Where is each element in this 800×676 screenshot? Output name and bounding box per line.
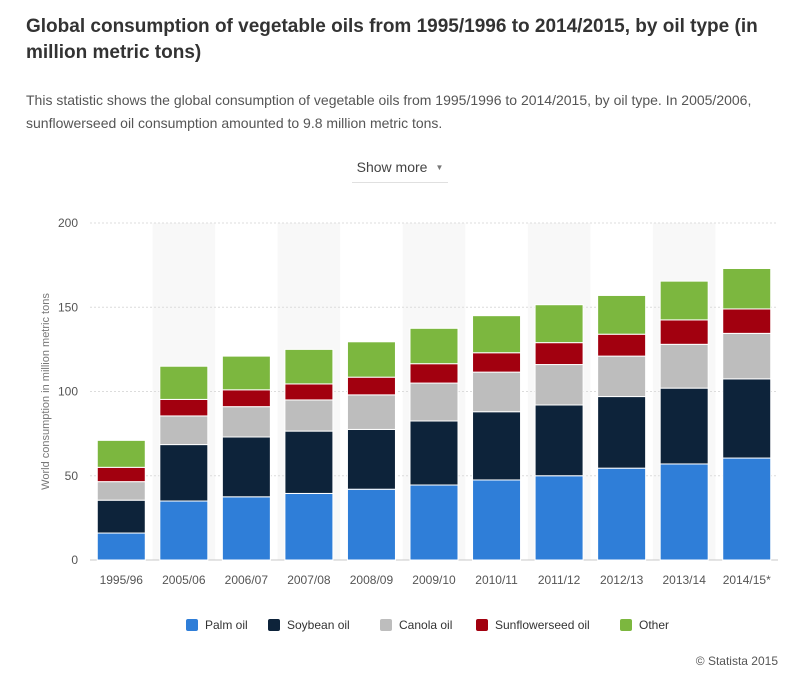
stacked-bar-chart: 0 50 100 150 200 World consumption in million… [40, 216, 778, 632]
bar-segment [96, 466, 146, 483]
bar-segment [472, 411, 522, 481]
bar-segment [597, 294, 647, 335]
bar-segment [284, 399, 334, 432]
bar-segment [597, 355, 647, 398]
bar-segment [409, 363, 459, 384]
x-tick-label: 2012/13 [600, 573, 644, 587]
legend-label: Canola oil [399, 618, 452, 632]
y-tick-label: 150 [58, 300, 78, 314]
statista-credit: © Statista 2015 [695, 654, 778, 668]
bar-segment [534, 342, 584, 366]
bar-segment [597, 396, 647, 469]
x-tick-label: 2009/10 [412, 573, 456, 587]
bar-segment [96, 532, 146, 561]
bar-segment [221, 355, 271, 391]
x-tick-label: 2008/09 [350, 573, 394, 587]
bar-segment [534, 304, 584, 344]
x-tick-label: 2007/08 [287, 573, 331, 587]
x-tick-label: 2010/11 [475, 573, 518, 587]
bar-segment [96, 499, 146, 534]
page-title: Global consumption of vegetable oils fro… [26, 16, 758, 63]
x-tick-label: 2013/14 [662, 573, 706, 587]
legend-swatch [476, 619, 488, 631]
bar-segment [597, 467, 647, 561]
legend-swatch [620, 619, 632, 631]
bar-segment [722, 378, 772, 459]
bar-segment [722, 457, 772, 561]
bar-segment [409, 420, 459, 486]
bar-segment [346, 488, 396, 561]
legend-label: Other [639, 618, 669, 632]
bar-segment [346, 376, 396, 396]
bar-segment [472, 479, 522, 561]
bar-segment [534, 364, 584, 406]
show-more-label: Show more [356, 159, 428, 175]
bar-segment [722, 267, 772, 310]
bar-segment [159, 398, 209, 417]
y-tick-label: 50 [65, 469, 79, 483]
bar-segment [221, 436, 271, 498]
bar-segment [346, 341, 396, 378]
bar-segment [534, 475, 584, 561]
bar-segment [284, 348, 334, 385]
chevron-down-icon: ▼ [435, 162, 444, 172]
y-tick-label: 100 [58, 385, 78, 399]
legend-swatch [186, 619, 198, 631]
bar-segment [159, 415, 209, 446]
x-tick-label: 2006/07 [225, 573, 269, 587]
bar-segment [597, 333, 647, 357]
bar-segment [346, 428, 396, 490]
bar-segment [159, 365, 209, 400]
x-tick-label: 2011/12 [538, 573, 581, 587]
y-axis-title: World consumption in million metric tons [40, 293, 52, 490]
y-tick-label: 0 [71, 553, 78, 567]
bar-segment [722, 332, 772, 380]
x-tick-label: 1995/96 [100, 573, 144, 587]
bar-segment [159, 444, 209, 502]
bar-segment [472, 371, 522, 413]
chart-description: This statistic shows the global consumpt… [26, 92, 752, 131]
x-tick-label: 2005/06 [162, 573, 206, 587]
bar-segment [659, 463, 709, 561]
bar-segment [409, 484, 459, 561]
bar-segment [472, 315, 522, 354]
legend-swatch [380, 619, 392, 631]
legend-label: Palm oil [205, 618, 248, 632]
bar-segment [221, 496, 271, 561]
legend-label: Sunflowerseed oil [495, 618, 590, 632]
bar-segment [534, 404, 584, 477]
bar-segment [159, 500, 209, 561]
bar-segment [659, 343, 709, 389]
y-tick-label: 200 [58, 216, 78, 230]
bar-segment [284, 383, 334, 401]
bar-segment [409, 382, 459, 422]
bar-segment [659, 387, 709, 465]
bar-segment [409, 327, 459, 365]
bar-segment [96, 439, 146, 468]
bar-segment [722, 308, 772, 334]
bar-segment [96, 481, 146, 501]
bar-segment [221, 389, 271, 408]
bar-segment [472, 352, 522, 373]
bar-segment [346, 394, 396, 430]
bar-segment [659, 280, 709, 321]
legend-label: Soybean oil [287, 618, 350, 632]
bar-segment [659, 319, 709, 345]
x-tick-label: 2014/15* [723, 573, 771, 587]
bar-segment [284, 430, 334, 494]
bar-segment [221, 406, 271, 438]
show-more-button[interactable]: Show more ▼ [352, 152, 448, 183]
legend-swatch [268, 619, 280, 631]
bar-segment [284, 492, 334, 561]
